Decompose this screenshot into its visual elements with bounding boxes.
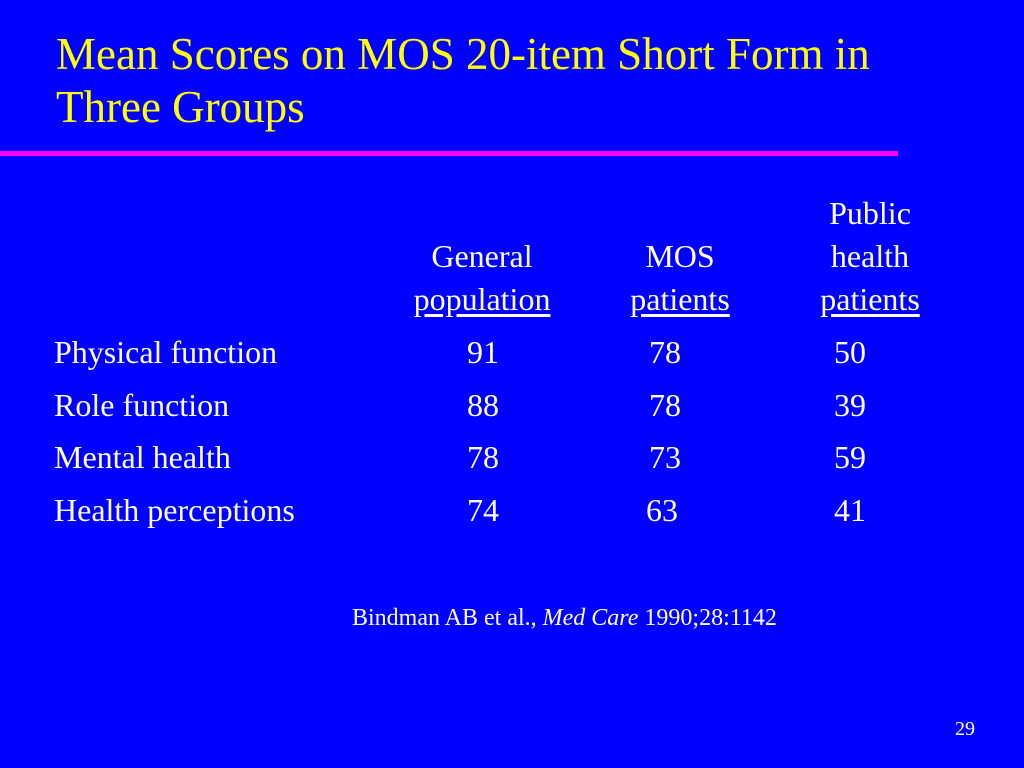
column-header-line: General — [431, 238, 533, 274]
column-header-mos-patients: MOS patients — [590, 235, 770, 321]
column-header-line: patients — [820, 281, 920, 317]
column-header-general-population: General population — [382, 235, 582, 321]
slide-title: Mean Scores on MOS 20-item Short Form in… — [56, 29, 870, 132]
title-divider — [0, 151, 898, 156]
table-cell: 91 — [467, 334, 499, 370]
table-cell: 78 — [649, 387, 681, 423]
row-label-mental-health: Mental health — [54, 439, 231, 475]
citation-journal: Med Care — [542, 605, 639, 631]
table-cell: 39 — [834, 387, 866, 423]
row-label-role-function: Role function — [54, 387, 230, 423]
row-label-physical-function: Physical function — [54, 334, 278, 370]
column-header-line: population — [413, 281, 551, 317]
column-header-line: health — [830, 238, 910, 274]
table-cell: 88 — [467, 387, 499, 423]
row-label-health-perceptions: Health perceptions — [54, 492, 295, 528]
table-cell: 50 — [834, 334, 866, 370]
citation-authors: Bindman AB et al., — [352, 605, 537, 631]
column-header-line: MOS — [645, 238, 715, 274]
table-cell: 73 — [649, 439, 681, 475]
table-cell: 74 — [467, 492, 499, 528]
column-header-line: Public — [829, 195, 911, 231]
citation-details: 1990;28:1142 — [644, 605, 777, 631]
column-header-line: patients — [630, 281, 730, 317]
table-cell: 41 — [834, 492, 866, 528]
table-cell: 63 — [646, 492, 678, 528]
citation: Bindman AB et al., Med Care 1990;28:1142 — [352, 602, 777, 634]
table-cell: 59 — [834, 439, 866, 475]
page-number: 29 — [955, 718, 975, 740]
column-header-public-health-patients: Public health patients — [780, 192, 960, 321]
table-cell: 78 — [467, 439, 499, 475]
table-cell: 78 — [649, 334, 681, 370]
